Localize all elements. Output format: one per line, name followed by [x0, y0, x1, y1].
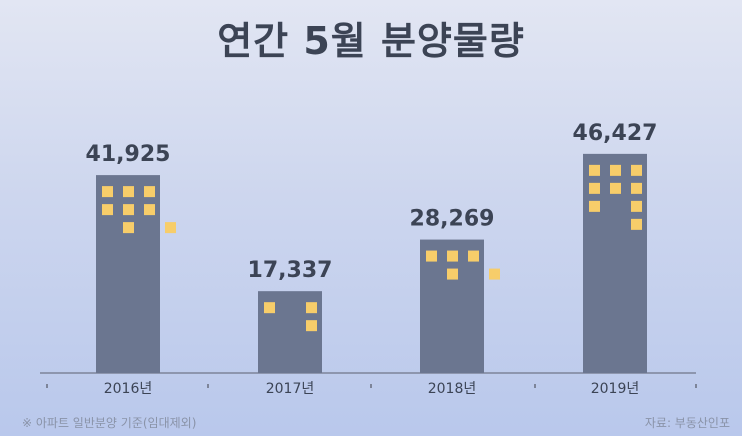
- bar-window: [489, 268, 500, 280]
- tick-label-2016년: 2016년: [104, 381, 153, 397]
- data-label-2018년: 28,269: [410, 207, 495, 232]
- bar-window: [123, 204, 134, 216]
- bar-window: [306, 320, 317, 332]
- tick-label-2018년: 2018년: [428, 381, 477, 397]
- bar-window: [447, 250, 458, 262]
- bar-window: [144, 204, 155, 216]
- chart-title: 연간 5월 분양물량: [217, 19, 525, 63]
- bar-window: [589, 164, 600, 176]
- bar-window: [144, 186, 155, 198]
- bar-window: [610, 182, 621, 194]
- bar-window: [589, 200, 600, 212]
- bar-window: [306, 302, 317, 314]
- bar-window: [631, 218, 642, 230]
- source-note: 자료: 부동산인포: [644, 416, 730, 430]
- bar-window: [631, 182, 642, 194]
- bar-window: [631, 164, 642, 176]
- axis-tick-4: [695, 384, 697, 388]
- bar-window: [123, 222, 134, 234]
- axis-tick-3: [534, 384, 536, 388]
- footnote: ※ 아파트 일반분양 기준(임대제외): [22, 416, 197, 430]
- bar-window: [102, 204, 113, 216]
- axis-tick-1: [207, 384, 209, 388]
- bar-window: [631, 200, 642, 212]
- bar-window: [610, 164, 621, 176]
- tick-label-2019년: 2019년: [591, 381, 640, 397]
- bar-window: [589, 182, 600, 194]
- bar-window: [165, 222, 176, 234]
- data-label-2019년: 46,427: [573, 121, 658, 146]
- bar-window: [426, 250, 437, 262]
- data-label-2016년: 41,925: [86, 142, 171, 167]
- data-label-2017년: 17,337: [248, 258, 333, 283]
- bar-window: [468, 250, 479, 262]
- bar-window: [264, 302, 275, 314]
- bar-window: [102, 186, 113, 198]
- axis-tick-2: [370, 384, 372, 388]
- tick-label-2017년: 2017년: [266, 381, 315, 397]
- bar-window: [123, 186, 134, 198]
- bar-window: [447, 268, 458, 280]
- bar-2018년: [420, 239, 484, 373]
- axis-tick-0: [46, 384, 48, 388]
